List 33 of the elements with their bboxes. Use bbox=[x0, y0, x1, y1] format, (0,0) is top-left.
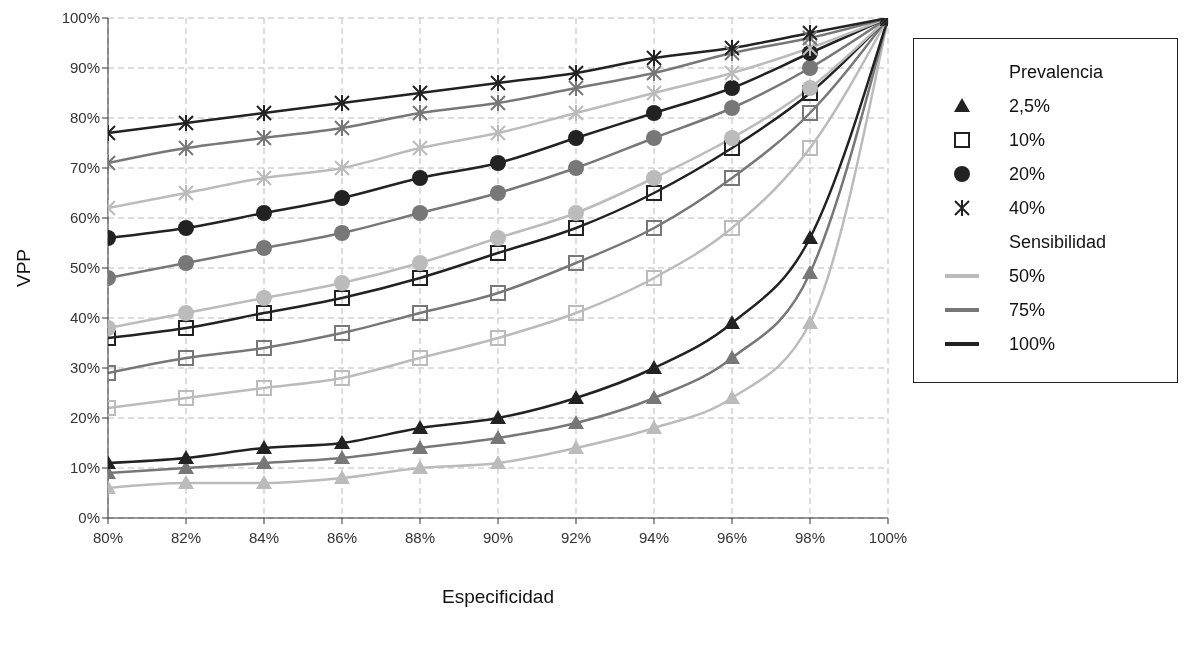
x-tick-label: 84% bbox=[248, 528, 280, 546]
text: 50% bbox=[1009, 265, 1046, 287]
text: 40% bbox=[1009, 197, 1046, 219]
y-tick-label: 70% bbox=[69, 159, 100, 177]
text: 100% bbox=[1009, 333, 1056, 355]
x-tick-label: 86% bbox=[326, 528, 358, 546]
text: 20% bbox=[1009, 163, 1046, 185]
y-tick-label: 20% bbox=[69, 409, 100, 427]
y-tick-label: 50% bbox=[69, 259, 100, 277]
x-tick-label: 90% bbox=[482, 528, 514, 546]
y-tick-label: 90% bbox=[69, 59, 100, 77]
x-tick-label: 98% bbox=[794, 528, 826, 546]
y-axis-title: VPP bbox=[12, 248, 34, 288]
y-tick-label: 0% bbox=[78, 509, 100, 527]
y-tick-label: 10% bbox=[69, 459, 100, 477]
x-tick-label: 94% bbox=[638, 528, 670, 546]
x-tick-label: 92% bbox=[560, 528, 592, 546]
text: 75% bbox=[1009, 299, 1046, 321]
x-tick-label: 88% bbox=[404, 528, 436, 546]
x-axis-title: Especificidad bbox=[442, 586, 554, 607]
text: 2,5% bbox=[1009, 95, 1051, 117]
y-tick-label: 80% bbox=[69, 109, 100, 127]
y-tick-label: 40% bbox=[69, 309, 100, 327]
x-tick-label: 96% bbox=[716, 528, 748, 546]
x-tick-label: 100% bbox=[868, 528, 908, 546]
text: 10% bbox=[1009, 129, 1046, 151]
y-tick-label: 30% bbox=[69, 359, 100, 377]
y-tick-label: 60% bbox=[69, 209, 100, 227]
y-tick-label: 100% bbox=[61, 9, 100, 27]
text: Sensibilidad bbox=[1009, 231, 1107, 253]
text: Prevalencia bbox=[1009, 61, 1104, 83]
x-tick-label: 82% bbox=[170, 528, 202, 546]
x-tick-label: 80% bbox=[92, 528, 124, 546]
